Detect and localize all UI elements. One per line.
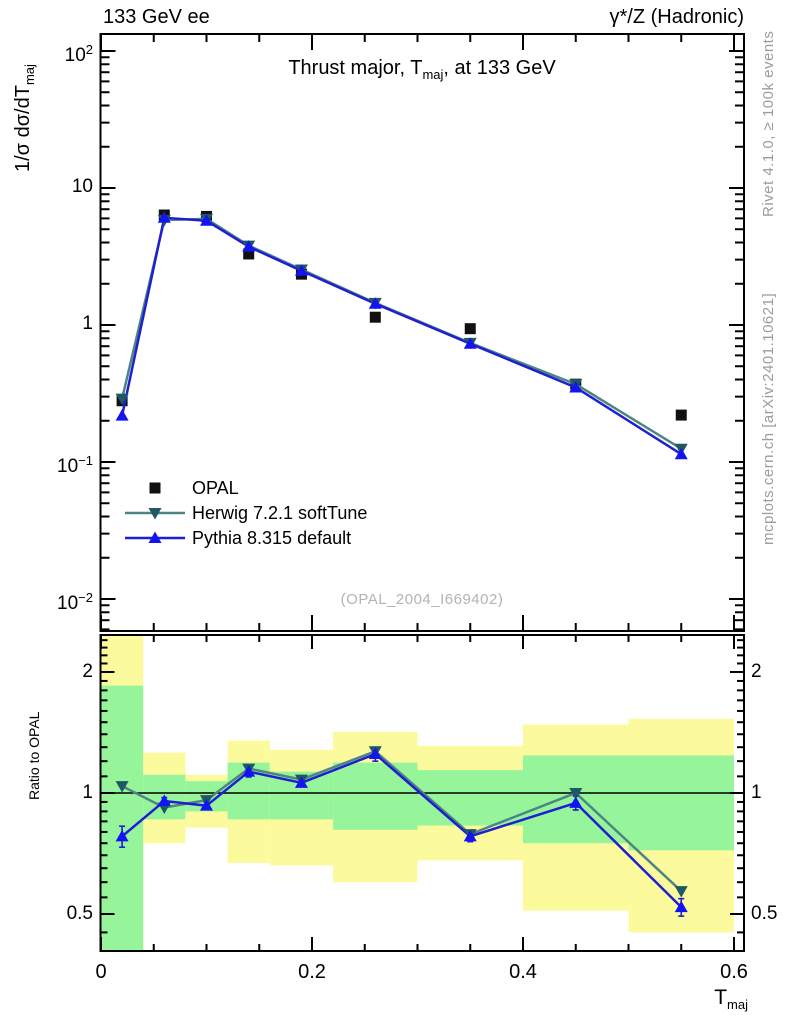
pythia-marker-ratio [463, 829, 477, 842]
pythia-line-main [120, 216, 682, 456]
pythia-marker-main [463, 337, 477, 349]
ratio-band-green [333, 762, 418, 830]
plot-title: Thrust major, Tmaj, at 133 GeV [100, 57, 744, 82]
x-axis-tick-label: 0 [95, 961, 107, 983]
pythia-marker-main [242, 240, 256, 252]
legend-item-opal: OPAL [192, 478, 239, 498]
pythia-marker-ratio [294, 776, 308, 788]
y-axis-tick-label: 10−1 [57, 453, 93, 477]
opal-data-point [243, 248, 255, 260]
pythia-marker-ratio [157, 794, 171, 807]
herwig-marker-main [115, 393, 129, 406]
ratio-band-green [417, 770, 523, 826]
pythia-marker-main [157, 211, 171, 223]
plot-title-post: , at 133 GeV [443, 57, 556, 79]
legend-item-herwig: Herwig 7.2.1 softTune [192, 503, 368, 523]
legend-marker-opal [149, 482, 161, 494]
pythia-marker-ratio [569, 796, 583, 808]
main-panel-frame [99, 33, 745, 632]
y-axis-tick-label: 102 [64, 42, 93, 66]
header-process: γ*/Z (Hadronic) [609, 6, 744, 28]
pythia-marker-main [569, 380, 583, 393]
ratio-band-green [628, 755, 734, 851]
side-note-mcplots: mcplots.cern.ch [arXiv:2401.10621] [760, 292, 777, 545]
header-beam-energy: 133 GeV ee [103, 6, 210, 28]
y-axis-label: 1/σ dσ/dTmaj [12, 64, 37, 172]
pythia-marker-ratio [368, 747, 382, 760]
y-axis-tick-label: 10−2 [57, 590, 93, 614]
herwig-line-main [120, 217, 682, 450]
ratio-tick-label-left: 1 [82, 782, 93, 803]
ratio-band-green [101, 685, 144, 950]
opal-data-point [369, 311, 381, 323]
pythia-marker-ratio [242, 765, 256, 777]
pythia-marker-main [115, 409, 129, 421]
legend-marker-pythia [148, 531, 162, 543]
opal-data-point [675, 409, 687, 421]
ratio-axis-label: Ratio to OPAL [26, 711, 42, 800]
side-note-rivet: Rivet 4.1.0, ≥ 100k events [760, 30, 777, 217]
ratio-panel-frame [99, 634, 745, 952]
pythia-marker-main [294, 264, 308, 276]
y-axis-tick-label: 1 [82, 313, 93, 334]
herwig-marker-ratio [674, 886, 688, 898]
pythia-marker-ratio [200, 799, 213, 811]
analysis-watermark: (OPAL_2004_I669402) [340, 591, 504, 608]
x-axis-tick-label: 0.2 [298, 961, 326, 983]
legend-marker-herwig [148, 508, 162, 520]
opal-data-point [464, 323, 476, 335]
ratio-tick-label-right: 0.5 [751, 903, 778, 924]
x-axis-tick-label: 0.6 [720, 961, 748, 983]
ratio-tick-label-left: 2 [82, 660, 93, 682]
ratio-tick-label-left: 0.5 [66, 903, 93, 924]
pythia-marker-ratio [674, 900, 688, 913]
ratio-tick-label-right: 1 [751, 782, 762, 803]
herwig-marker-ratio [115, 781, 129, 793]
x-axis-tick-label: 0.4 [509, 961, 537, 983]
pythia-marker-ratio [115, 829, 129, 842]
legend-item-pythia: Pythia 8.315 default [192, 528, 352, 548]
ratio-tick-label-right: 2 [751, 660, 762, 682]
pythia-marker-main [200, 214, 213, 226]
herwig-marker-ratio [569, 788, 583, 800]
plot-title-sub: maj [422, 67, 444, 82]
x-axis-label: Tmaj [714, 986, 748, 1013]
pythia-marker-main [674, 447, 688, 460]
plot-title-pre: Thrust major, T [288, 57, 423, 79]
y-axis-tick-label: 10 [71, 176, 93, 197]
pythia-marker-main [368, 297, 382, 309]
